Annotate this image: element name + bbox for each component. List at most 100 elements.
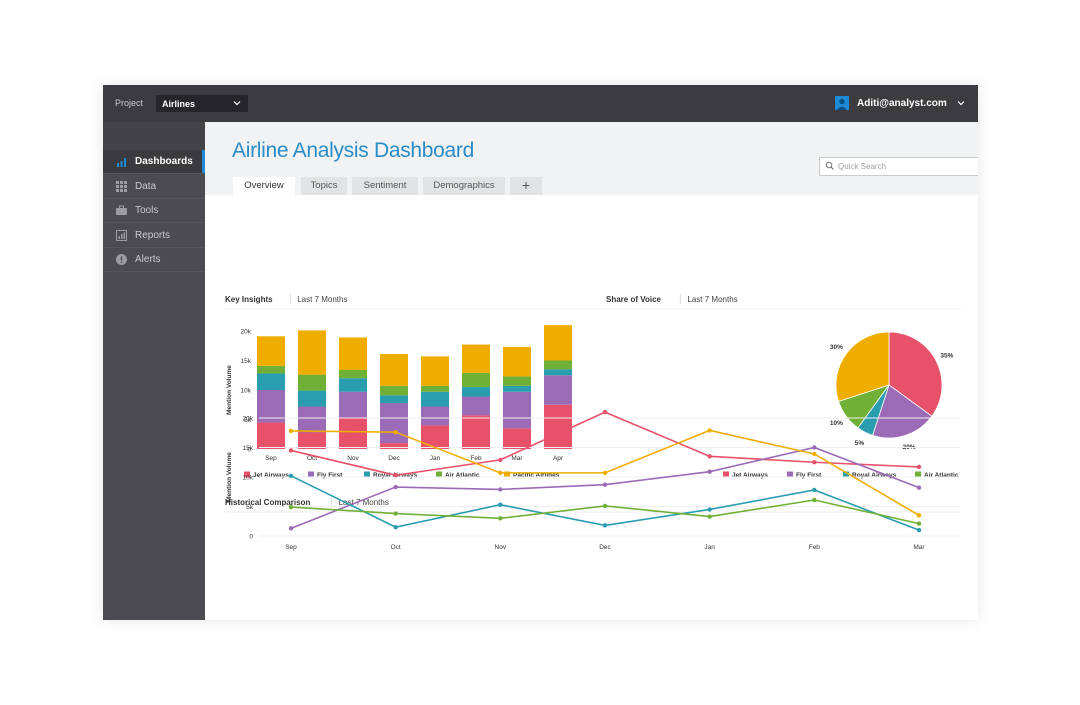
divider bbox=[103, 246, 205, 248]
line-point bbox=[602, 482, 608, 487]
line-y-axis-label: Mention Volume bbox=[226, 452, 233, 502]
bar-segment bbox=[462, 372, 490, 388]
line-point bbox=[288, 473, 294, 479]
line-point bbox=[707, 428, 712, 433]
sidebar-item-dashboards[interactable]: Dashboards bbox=[103, 150, 205, 174]
bar-legend-swatch bbox=[364, 471, 370, 478]
project-select-value: Airlines bbox=[162, 99, 196, 109]
bar-segment bbox=[298, 330, 326, 375]
line-point bbox=[916, 521, 922, 526]
tab-topics[interactable]: Topics bbox=[301, 177, 347, 195]
line-x-tick-label: Sep bbox=[285, 544, 297, 551]
bar-legend-label: Fly First bbox=[317, 472, 343, 479]
briefcase-icon bbox=[116, 205, 127, 215]
bar-segment bbox=[462, 387, 490, 397]
line-y-tick-label: 15k bbox=[243, 445, 254, 452]
line-point bbox=[602, 470, 608, 476]
line-point bbox=[393, 484, 398, 490]
line-point bbox=[288, 448, 294, 453]
line-y-tick-label: 0 bbox=[249, 534, 253, 541]
line-point bbox=[707, 514, 712, 519]
sidebar-item-label: Alerts bbox=[135, 254, 161, 265]
bar-x-tick-label: Jan bbox=[430, 455, 441, 462]
pie-slice bbox=[872, 384, 933, 439]
bar-segment bbox=[257, 422, 285, 449]
bar-segment bbox=[339, 417, 367, 449]
user-email: Aditi@analyst.com bbox=[857, 98, 947, 109]
bar-x-tick-label: Dec bbox=[388, 455, 400, 462]
line-y-tick-label: 20k bbox=[243, 416, 254, 423]
bar-segment bbox=[339, 378, 367, 392]
chevron-down-icon bbox=[233, 101, 241, 106]
bar-segment bbox=[380, 443, 408, 449]
report-icon bbox=[116, 229, 127, 241]
bar-segment bbox=[257, 390, 285, 423]
line-x-tick-label: Dec bbox=[599, 544, 611, 551]
bar-segment bbox=[298, 432, 326, 449]
line-point bbox=[812, 451, 817, 457]
pie-slice-label: 35% bbox=[940, 352, 953, 359]
bar-legend-swatch bbox=[244, 471, 250, 478]
project-select[interactable]: Airlines bbox=[156, 95, 248, 112]
search-icon bbox=[825, 161, 834, 170]
divider bbox=[103, 271, 205, 272]
bar-legend-label: Air Atlantic bbox=[445, 472, 480, 479]
bar-segment bbox=[421, 356, 449, 386]
bar-segment bbox=[421, 391, 449, 407]
user-avatar-icon bbox=[835, 96, 849, 110]
sidebar-item-label: Tools bbox=[135, 205, 159, 216]
bar-segment bbox=[503, 385, 531, 392]
bar-segment bbox=[503, 391, 531, 429]
search-input[interactable]: Quick Search bbox=[838, 162, 887, 171]
bar-y-tick-label: 10k bbox=[241, 388, 252, 395]
sidebar-item-alerts[interactable]: Alerts bbox=[103, 248, 205, 272]
bar-legend-label: Pacific Airlines bbox=[513, 472, 560, 479]
line-x-tick-label: Jan bbox=[704, 544, 715, 551]
bar-segment bbox=[544, 369, 572, 376]
sidebar-header bbox=[103, 122, 205, 150]
pie-slice-label: 10% bbox=[830, 420, 843, 427]
bar-segment bbox=[503, 428, 531, 449]
bar-x-tick-label: Sep bbox=[265, 455, 277, 462]
quick-search[interactable]: Quick Search Go bbox=[819, 157, 978, 176]
bar-x-tick-label: Feb bbox=[470, 455, 482, 462]
bar-segment bbox=[380, 354, 408, 386]
pie-legend-swatch bbox=[787, 471, 793, 478]
sidebar-item-label: Dashboards bbox=[135, 156, 193, 167]
line-point bbox=[393, 511, 398, 516]
active-indicator bbox=[202, 150, 205, 174]
bar-segment bbox=[380, 385, 408, 396]
key-insights-title: Key Insights bbox=[225, 295, 273, 304]
pie-legend-label: Royal Airways bbox=[852, 472, 897, 479]
line-point bbox=[916, 464, 922, 470]
bar-segment bbox=[421, 406, 449, 426]
bar-y-tick-label: 0 bbox=[247, 447, 251, 454]
sidebar-item-data[interactable]: Data bbox=[103, 175, 205, 199]
bar-x-tick-label: Oct bbox=[307, 455, 317, 462]
tab-overview[interactable]: Overview bbox=[233, 177, 295, 195]
bar-segment bbox=[462, 344, 490, 373]
sidebar-item-reports[interactable]: Reports bbox=[103, 224, 205, 248]
add-tab-button[interactable]: + bbox=[510, 177, 542, 195]
sidebar-item-tools[interactable]: Tools bbox=[103, 199, 205, 223]
line-point bbox=[393, 473, 398, 478]
line-point bbox=[916, 527, 922, 533]
line-point bbox=[602, 503, 608, 509]
bar-segment bbox=[462, 396, 490, 416]
pie-legend-swatch bbox=[723, 471, 729, 478]
bar-segment bbox=[380, 402, 408, 444]
top-bar: Project Airlines Aditi@analyst.com bbox=[103, 85, 978, 122]
bar-y-tick-label: 20k bbox=[241, 329, 252, 336]
bar-legend-swatch bbox=[308, 471, 314, 478]
line-point bbox=[707, 469, 712, 474]
pie-legend-label: Jet Airways bbox=[732, 472, 768, 479]
bar-segment bbox=[544, 325, 572, 361]
tab-sentiment[interactable]: Sentiment bbox=[352, 177, 418, 195]
line-point bbox=[393, 524, 398, 530]
pie-slice bbox=[888, 331, 943, 417]
line-point bbox=[498, 470, 503, 476]
bar-y-tick-label: 15k bbox=[241, 358, 252, 365]
tab-demographics[interactable]: Demographics bbox=[423, 177, 505, 195]
chevron-down-icon[interactable] bbox=[956, 96, 966, 110]
bar-segment bbox=[339, 369, 367, 379]
